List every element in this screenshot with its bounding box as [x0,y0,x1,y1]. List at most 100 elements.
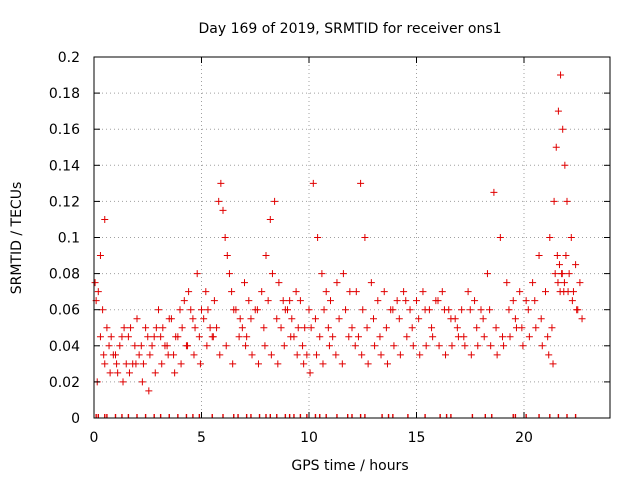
data-point [247,315,255,323]
data-point [561,161,569,169]
data-point [352,288,360,296]
data-point [544,333,552,341]
data-point [562,252,570,260]
y-tick-label: 0 [71,411,80,427]
x-tick-label: 10 [300,430,318,446]
data-point [466,306,474,314]
data-point [435,342,443,350]
y-tick-label: 0.1 [58,231,80,247]
data-point [139,360,147,368]
data-point [171,369,179,377]
data-point [496,234,504,241]
data-point [260,324,268,332]
data-point [506,333,514,341]
data-point [225,270,233,278]
data-point [157,333,165,341]
data-point [151,369,159,377]
data-point [196,360,204,368]
data-point [103,324,111,332]
data-point [333,279,341,287]
data-point [408,324,416,332]
data-point [542,288,549,296]
data-point [241,279,248,287]
data-point [471,297,479,305]
data-point [165,315,173,323]
data-point [145,387,153,395]
data-point [292,288,300,296]
data-point [280,342,288,350]
data-point [474,342,482,350]
data-point [477,306,485,314]
data-point [557,71,565,79]
data-point [178,324,186,332]
data-point [332,351,340,359]
data-point [232,306,240,314]
data-point [505,306,513,314]
data-point [313,351,321,359]
data-point [132,360,140,368]
data-point [267,351,275,359]
data-point [120,324,128,332]
data-point [434,297,442,305]
zero-markers [95,414,577,418]
data-point [538,342,546,350]
data-point [447,315,455,323]
data-point [248,351,256,359]
data-point [316,333,324,341]
data-point [419,288,427,296]
y-tick-label: 0.14 [49,158,80,174]
data-point [127,324,135,332]
data-point [358,351,366,359]
data-point [262,252,270,260]
data-point [421,306,429,314]
data-point [135,351,143,359]
data-point [210,297,218,305]
data-point [223,252,231,260]
data-point [299,342,307,350]
data-point [293,351,301,359]
y-axis-title: SRMTID / TECUs [9,182,25,295]
data-point [553,252,561,260]
data-point [429,333,437,341]
data-point [161,342,169,350]
data-point [213,324,221,332]
data-point [324,324,332,332]
data-point [176,306,184,314]
data-point [464,288,472,296]
data-point [133,315,141,323]
data-point [335,315,343,323]
data-point [572,261,580,269]
data-point [522,297,530,305]
data-point [301,324,309,332]
data-point [152,324,160,332]
data-point [228,288,236,296]
data-point [253,306,261,314]
data-point [516,288,524,296]
data-point [303,351,311,359]
data-point [552,143,560,151]
data-point [519,342,527,350]
y-tick-label: 0.2 [58,50,80,66]
data-point [524,306,532,314]
data-point [473,324,481,332]
data-point [271,197,279,205]
data-point [483,270,491,278]
data-point [406,306,414,314]
data-point [511,315,519,323]
data-point [396,351,404,359]
data-point [158,360,166,368]
data-point [512,324,520,332]
data-point [348,324,356,332]
data-point [119,378,127,386]
data-point [568,297,576,305]
data-point [294,324,302,332]
data-point [500,342,508,350]
data-point [185,288,193,296]
data-point [287,333,295,341]
data-point [314,234,322,241]
data-point [573,306,581,314]
data-point [114,369,122,377]
data-point [144,333,152,341]
data-point [428,324,436,332]
data-point [101,360,109,368]
